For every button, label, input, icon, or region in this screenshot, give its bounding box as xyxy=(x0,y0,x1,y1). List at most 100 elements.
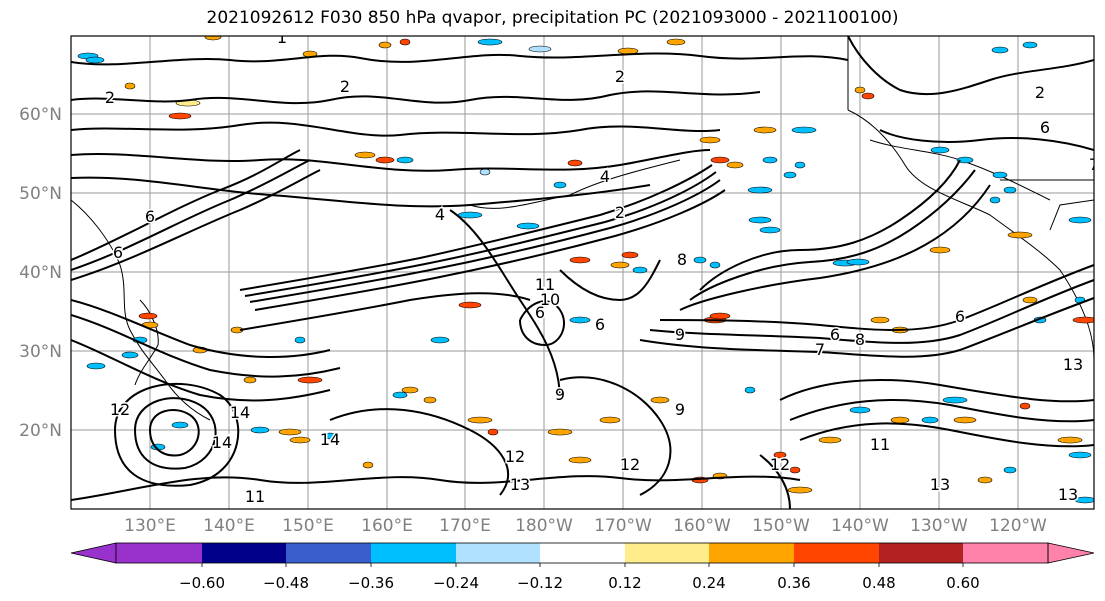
qvapor-contour xyxy=(71,52,849,66)
contour-label: 8 xyxy=(855,330,865,349)
contour-label: 13 xyxy=(1063,355,1083,374)
precip-patch xyxy=(789,466,801,474)
contour-label: 1 xyxy=(277,28,287,47)
precip-patch xyxy=(748,216,772,224)
colorbar-segment xyxy=(116,543,202,563)
precip-patch xyxy=(890,416,910,424)
longitude-labels: 130°E 140°E 150°E 160°E 170°E 180°W 170°W 160°W… xyxy=(124,516,1047,536)
precip-patch xyxy=(977,476,993,484)
precip-patch xyxy=(477,38,503,46)
precip-patch xyxy=(953,416,977,424)
colorbar-tick-label: −0.24 xyxy=(433,574,479,592)
map-frame xyxy=(70,35,1095,510)
qvapor-contour xyxy=(71,149,301,261)
precipitation-patches xyxy=(77,36,1094,504)
latitude-label: 40°N xyxy=(19,263,62,283)
colorbar-segment xyxy=(709,543,794,563)
precip-patch xyxy=(744,386,756,394)
qvapor-contour xyxy=(699,159,961,291)
precip-patch xyxy=(854,86,866,94)
qvapor-contour xyxy=(689,169,976,301)
precip-patch xyxy=(929,246,951,254)
contour-label: 10 xyxy=(540,290,560,309)
contour-label: 2 xyxy=(105,88,115,107)
precip-patch xyxy=(467,416,493,424)
precip-patch xyxy=(86,362,106,370)
precip-patch xyxy=(1019,402,1031,410)
qvapor-contour xyxy=(239,164,713,291)
precip-patch xyxy=(861,92,875,100)
qvapor-contour xyxy=(639,297,1094,358)
precip-patch xyxy=(791,126,817,134)
colorbar-tick-label: 0.36 xyxy=(777,574,810,592)
colorbar-segment xyxy=(286,543,371,563)
precip-patch xyxy=(250,426,270,434)
contour-label: 14 xyxy=(212,433,232,452)
precip-patch xyxy=(457,211,483,219)
precip-patch xyxy=(399,38,411,46)
contour-label: 2 xyxy=(615,67,625,86)
contour-label: 6 xyxy=(535,303,545,322)
precip-patch xyxy=(930,146,950,154)
colorbar-segment xyxy=(963,543,1048,563)
precip-patch xyxy=(693,256,707,264)
longitude-label: 170°W xyxy=(594,516,652,536)
precip-patch xyxy=(392,391,408,399)
longitude-label: 130°W xyxy=(910,516,968,536)
contour-label: 12 xyxy=(620,455,640,474)
contour-label: 13 xyxy=(510,475,530,494)
longitude-label: 120°W xyxy=(989,516,1047,536)
colorbar-segment xyxy=(456,543,540,563)
precip-patch xyxy=(375,156,395,164)
qvapor-contour xyxy=(254,189,726,311)
precip-patch xyxy=(942,396,968,404)
precip-patch xyxy=(849,406,871,414)
latitude-label: 60°N xyxy=(19,105,62,125)
precip-patch xyxy=(362,461,374,469)
qvapor-contour xyxy=(244,171,717,297)
colorbar-tick-label: 0.60 xyxy=(946,574,979,592)
precip-patch xyxy=(569,316,591,324)
precip-patch xyxy=(1068,451,1092,459)
qvapor-contour xyxy=(114,382,240,487)
colorbar-tick-label: 0.24 xyxy=(692,574,725,592)
contour-label: 13 xyxy=(930,475,950,494)
colorbar-tick-label: 0.48 xyxy=(862,574,895,592)
precip-patch xyxy=(1003,466,1017,474)
precip-patch xyxy=(699,136,721,144)
colorbar-extend-low xyxy=(70,542,117,564)
precip-patch xyxy=(124,82,136,90)
contour-label: 9 xyxy=(675,400,685,419)
longitude-label: 150°E xyxy=(282,516,334,536)
colorbar-tick-label: −0.60 xyxy=(179,574,225,592)
qvapor-contour xyxy=(789,399,1094,423)
contour-label: 4 xyxy=(435,205,445,224)
qvapor-contour xyxy=(879,129,1094,151)
precip-patch xyxy=(354,151,376,159)
colorbar-segment xyxy=(371,543,456,563)
precip-patch xyxy=(610,261,630,269)
precip-patch xyxy=(243,376,257,384)
qvapor-contour xyxy=(779,379,1094,403)
contour-label: 8 xyxy=(677,250,687,269)
latitude-label: 30°N xyxy=(19,342,62,362)
precip-patch xyxy=(458,301,482,309)
qvapor-contour xyxy=(71,475,801,501)
longitude-label: 130°E xyxy=(124,516,176,536)
precip-patch xyxy=(783,171,797,179)
precip-patch xyxy=(396,156,414,164)
precip-patch xyxy=(516,222,540,230)
qvapor-contour xyxy=(71,121,721,137)
colorbar-segment xyxy=(794,543,879,563)
precip-patch xyxy=(794,161,806,169)
precip-patch xyxy=(423,396,437,404)
contour-label: 2 xyxy=(615,203,625,222)
contour-label: 4 xyxy=(600,167,610,186)
precip-patch xyxy=(1022,41,1038,49)
precip-patch xyxy=(297,376,323,384)
precip-patch xyxy=(956,156,974,164)
precip-patch xyxy=(818,436,842,444)
precip-patch xyxy=(846,258,870,266)
